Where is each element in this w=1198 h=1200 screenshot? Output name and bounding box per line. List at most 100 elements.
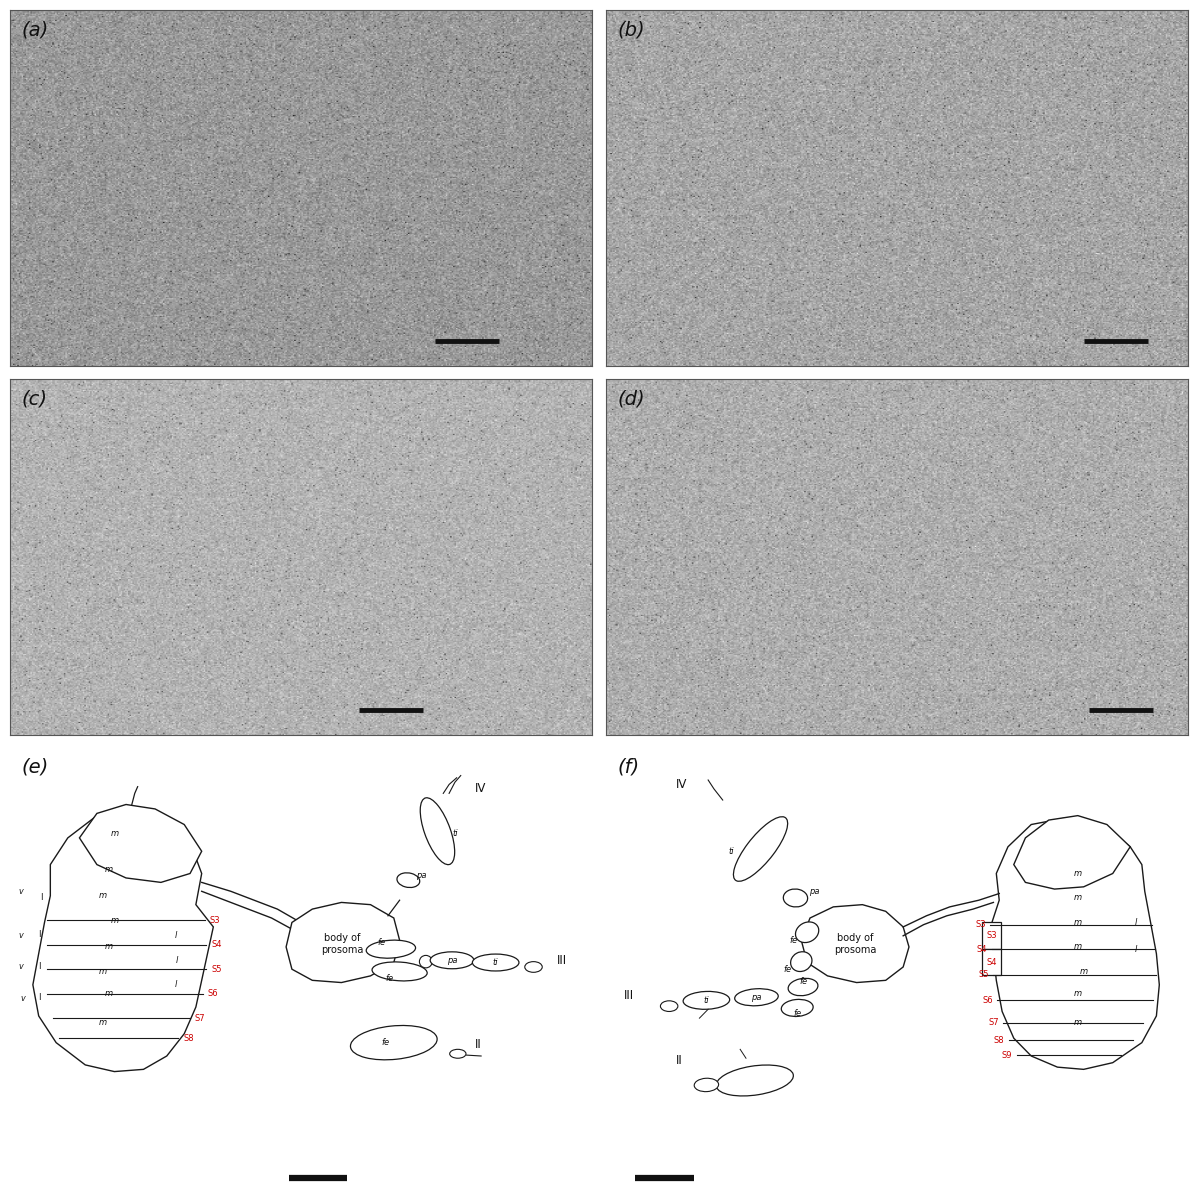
Ellipse shape: [733, 817, 787, 881]
Text: IV: IV: [476, 782, 486, 796]
Text: pa: pa: [809, 887, 819, 895]
Text: III: III: [624, 990, 634, 1002]
Text: ti: ti: [703, 996, 709, 1004]
Text: fe: fe: [793, 1009, 801, 1019]
Text: S5: S5: [211, 965, 222, 973]
Polygon shape: [981, 923, 1002, 949]
Text: S8: S8: [994, 1036, 1004, 1045]
Text: m: m: [1073, 942, 1082, 952]
Text: S6: S6: [982, 996, 993, 1004]
Text: S3: S3: [986, 931, 997, 941]
Text: I: I: [38, 930, 41, 940]
Ellipse shape: [734, 989, 779, 1006]
Text: m: m: [1073, 869, 1082, 878]
Ellipse shape: [783, 889, 807, 907]
Text: l: l: [1135, 918, 1137, 926]
Ellipse shape: [791, 952, 812, 972]
Text: S8: S8: [183, 1033, 194, 1043]
Text: fe: fe: [783, 965, 792, 973]
Ellipse shape: [430, 952, 474, 968]
Ellipse shape: [781, 1000, 813, 1016]
Text: body of
prosoma: body of prosoma: [834, 934, 877, 955]
Text: l: l: [1135, 944, 1137, 954]
Text: v: v: [19, 887, 24, 895]
Polygon shape: [79, 804, 201, 882]
Polygon shape: [801, 905, 909, 983]
Ellipse shape: [788, 978, 818, 996]
Text: I: I: [38, 961, 41, 971]
Text: S3: S3: [210, 916, 220, 925]
Ellipse shape: [472, 954, 519, 971]
Text: m: m: [98, 1018, 107, 1027]
Polygon shape: [32, 811, 213, 1072]
Text: S4: S4: [986, 958, 997, 967]
Text: (a): (a): [22, 20, 48, 40]
Ellipse shape: [660, 1001, 678, 1012]
Polygon shape: [286, 902, 400, 983]
Text: m: m: [1073, 1018, 1082, 1027]
Text: IV: IV: [676, 778, 688, 791]
Ellipse shape: [419, 955, 432, 968]
Ellipse shape: [716, 1066, 793, 1096]
Polygon shape: [991, 818, 1160, 1069]
Text: (e): (e): [22, 757, 48, 776]
Ellipse shape: [373, 962, 428, 980]
Text: fe: fe: [799, 977, 807, 985]
Ellipse shape: [525, 961, 543, 972]
Text: S4: S4: [211, 941, 222, 949]
Text: pa: pa: [416, 871, 426, 881]
Text: m: m: [1073, 918, 1082, 926]
Text: m: m: [1073, 894, 1082, 902]
Text: II: II: [676, 1054, 683, 1067]
Text: m: m: [110, 829, 119, 838]
Text: S3: S3: [975, 920, 986, 929]
Text: I: I: [41, 894, 43, 902]
Text: m: m: [104, 942, 113, 952]
Ellipse shape: [397, 872, 419, 888]
Ellipse shape: [367, 940, 416, 958]
Text: S5: S5: [979, 971, 988, 979]
Text: v: v: [20, 994, 25, 1003]
Text: m: m: [98, 892, 107, 900]
Text: m: m: [1073, 989, 1082, 998]
Text: S9: S9: [1002, 1051, 1012, 1060]
Text: III: III: [557, 954, 567, 967]
Polygon shape: [1014, 816, 1130, 889]
Ellipse shape: [683, 991, 730, 1009]
Polygon shape: [981, 949, 1002, 974]
Text: II: II: [476, 1038, 482, 1051]
Text: (f): (f): [618, 757, 640, 776]
Text: m: m: [1079, 967, 1088, 976]
Text: m: m: [104, 864, 113, 874]
Text: body of
prosoma: body of prosoma: [321, 934, 364, 955]
Text: l: l: [174, 931, 176, 941]
Text: fe: fe: [385, 973, 393, 983]
Text: pa: pa: [447, 955, 458, 965]
Text: S7: S7: [195, 1014, 205, 1022]
Text: fe: fe: [377, 938, 386, 947]
Text: (c): (c): [22, 390, 47, 409]
Text: l: l: [176, 955, 179, 965]
Ellipse shape: [449, 1049, 466, 1058]
Ellipse shape: [694, 1079, 719, 1092]
Text: v: v: [19, 931, 24, 941]
Text: (b): (b): [618, 20, 646, 40]
Text: v: v: [19, 962, 24, 972]
Text: pa: pa: [751, 992, 762, 1002]
Text: m: m: [104, 989, 113, 998]
Text: m: m: [110, 916, 119, 925]
Text: S6: S6: [207, 989, 218, 998]
Text: (d): (d): [618, 390, 646, 409]
Text: I: I: [38, 992, 41, 1002]
Text: fe: fe: [381, 1038, 389, 1048]
Text: ti: ti: [452, 829, 458, 838]
Text: S7: S7: [988, 1018, 999, 1027]
Text: l: l: [174, 980, 176, 989]
Ellipse shape: [795, 922, 818, 942]
Text: S4: S4: [976, 944, 987, 954]
Text: m: m: [98, 967, 107, 976]
Text: fe: fe: [789, 936, 797, 944]
Text: ti: ti: [728, 847, 734, 856]
Text: ti: ti: [492, 958, 498, 967]
Ellipse shape: [420, 798, 455, 865]
